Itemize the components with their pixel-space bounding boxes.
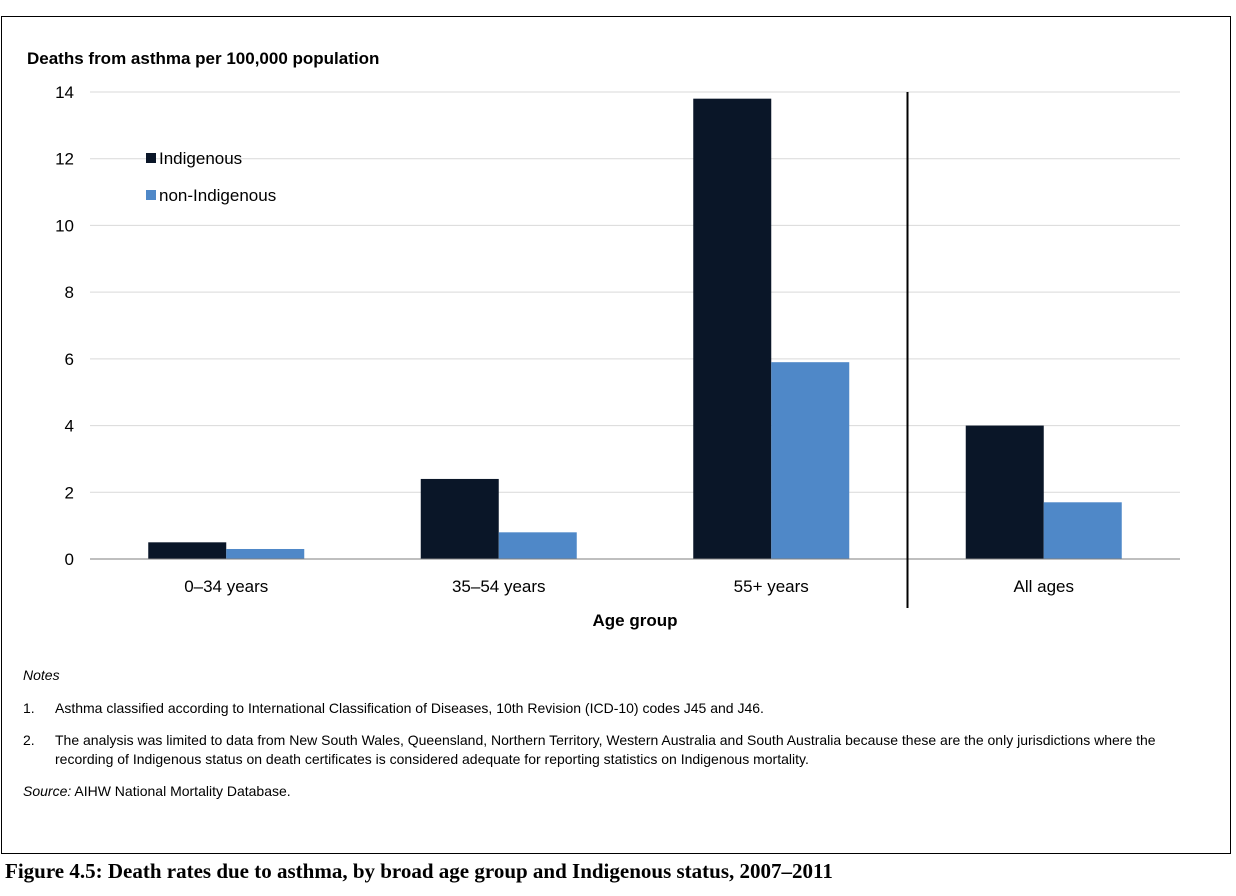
bar-indigenous — [693, 98, 772, 560]
y-tick-label: 12 — [55, 150, 74, 169]
source-line: Source: AIHW National Mortality Database… — [23, 782, 1213, 801]
bar-indigenous — [420, 478, 499, 559]
x-tick-label: 0–34 years — [184, 577, 268, 596]
note-number: 1. — [23, 700, 35, 716]
note-text: Asthma classified according to Internati… — [55, 700, 764, 716]
bar-non-indigenous — [226, 548, 305, 559]
y-tick-label: 0 — [65, 550, 74, 569]
bar-indigenous — [148, 542, 227, 559]
figure-frame — [1, 16, 1231, 854]
note-text: The analysis was limited to data from Ne… — [55, 732, 1156, 767]
bar-indigenous — [965, 425, 1044, 559]
notes-section: Notes 1. Asthma classified according to … — [23, 666, 1213, 801]
figure-caption: Figure 4.5: Death rates due to asthma, b… — [5, 859, 833, 883]
legend-label-indigenous: Indigenous — [159, 149, 242, 168]
x-axis-title: Age group — [593, 611, 678, 630]
y-tick-label: 14 — [55, 83, 74, 102]
legend-swatch-non-indigenous — [146, 190, 156, 200]
y-tick-label: 8 — [65, 283, 74, 302]
note-item: 2. The analysis was limited to data from… — [23, 731, 1213, 769]
bar-chart: Deaths from asthma per 100,000 populatio… — [27, 49, 1180, 630]
bar-non-indigenous — [498, 532, 577, 559]
y-tick-label: 4 — [65, 417, 74, 436]
y-tick-label: 10 — [55, 216, 74, 235]
x-tick-label: All ages — [1014, 577, 1074, 596]
x-axis-labels: 0–34 years 35–54 years 55+ years All ages — [184, 577, 1074, 596]
y-tick-label: 2 — [65, 483, 74, 502]
bar-non-indigenous — [1043, 502, 1122, 559]
legend-swatch-indigenous — [146, 153, 156, 163]
chart-title: Deaths from asthma per 100,000 populatio… — [27, 49, 379, 68]
note-item: 1. Asthma classified according to Intern… — [23, 699, 1213, 718]
legend-label-non-indigenous: non-Indigenous — [159, 186, 276, 205]
source-label: Source: — [23, 783, 72, 799]
x-tick-label: 55+ years — [734, 577, 809, 596]
y-axis-ticks: 0 2 4 6 8 10 12 14 — [55, 83, 74, 569]
note-number: 2. — [23, 732, 35, 748]
legend: Indigenous non-Indigenous — [146, 149, 276, 205]
y-tick-label: 6 — [65, 350, 74, 369]
bar-non-indigenous — [771, 362, 850, 559]
x-tick-label: 35–54 years — [452, 577, 546, 596]
bars — [148, 98, 1122, 560]
notes-heading: Notes — [23, 667, 60, 683]
source-text: AIHW National Mortality Database. — [71, 783, 291, 799]
